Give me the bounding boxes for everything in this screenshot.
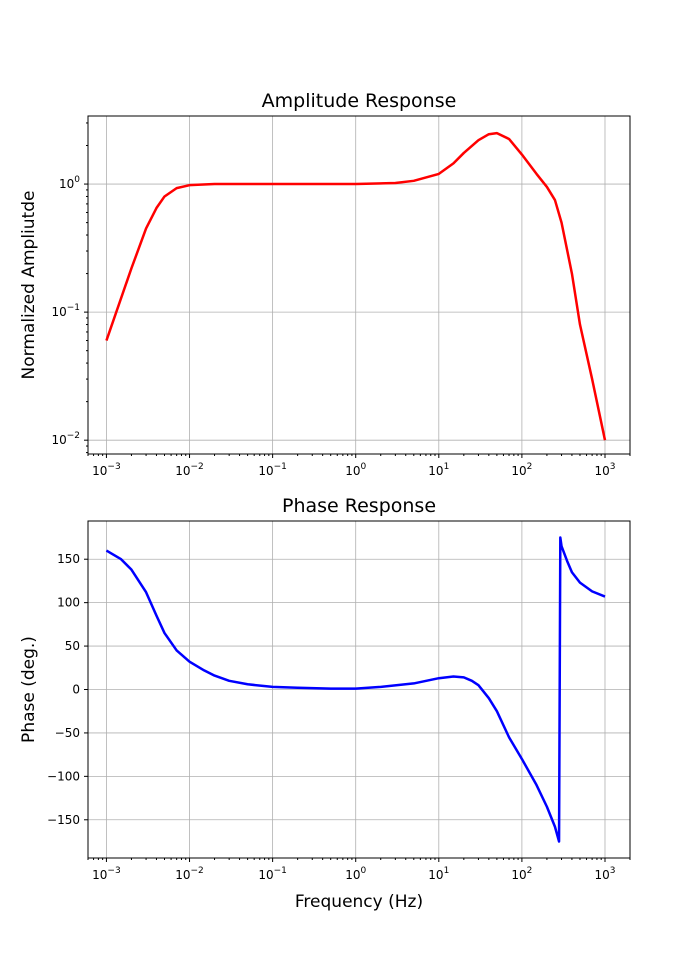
amplitude-y-ticks: 10−2 10−1 100 [51, 122, 88, 454]
phase-chart-title: Phase Response [282, 495, 436, 517]
phase-y-tick-label: 100 [57, 596, 80, 610]
phase-y-tick-label: −150 [47, 813, 80, 827]
amplitude-x-tick-label: 101 [428, 462, 449, 478]
phase-y-tick-label: 0 [72, 683, 80, 697]
phase-x-tick-label: 100 [345, 866, 366, 882]
amplitude-x-tick-label: 10−3 [92, 462, 121, 478]
amplitude-y-tick-label: 100 [59, 175, 80, 191]
amplitude-y-tick-label: 10−2 [51, 431, 80, 447]
amplitude-y-tick-label: 10−1 [51, 303, 80, 319]
amplitude-series-line [105, 131, 607, 441]
amplitude-x-tick-label: 10−2 [175, 462, 204, 478]
phase-x-axis-label: Frequency (Hz) [295, 892, 423, 912]
phase-x-tick-label: 10−3 [92, 866, 121, 882]
phase-y-tick-label: 150 [57, 552, 80, 566]
phase-y-tick-label: −100 [47, 769, 80, 783]
amplitude-x-ticks: 10−3 10−2 10−1 100 101 102 103 [87, 454, 631, 478]
amplitude-axes-frame [87, 115, 631, 455]
phase-y-ticks: 150 100 50 0 −50 −100 −150 [47, 552, 88, 827]
amplitude-x-tick-label: 103 [594, 462, 615, 478]
phase-x-tick-label: 102 [511, 866, 532, 882]
phase-x-tick-label: 10−1 [258, 866, 287, 882]
phase-panel: 10−3 10−2 10−1 100 101 102 103 150 100 50 0 −50 −100… [19, 495, 631, 912]
amplitude-gridlines [88, 116, 630, 454]
amplitude-x-tick-label: 10−1 [258, 462, 287, 478]
phase-x-tick-label: 103 [594, 866, 615, 882]
amplitude-chart-title: Amplitude Response [262, 90, 457, 112]
phase-y-tick-label: −50 [55, 726, 80, 740]
phase-series-line [105, 536, 606, 843]
phase-y-axis-label: Phase (deg.) [19, 636, 39, 743]
amplitude-x-tick-label: 102 [511, 462, 532, 478]
amplitude-panel: 10−3 10−2 10−1 100 101 102 103 10−2 10−1 100 Ampli… [19, 90, 631, 478]
phase-x-ticks: 10−3 10−2 10−1 100 101 102 103 [87, 858, 631, 882]
amplitude-y-axis-label: Normalized Ampliutde [19, 191, 39, 380]
amplitude-x-tick-label: 100 [345, 462, 366, 478]
phase-x-tick-label: 101 [428, 866, 449, 882]
phase-y-tick-label: 50 [65, 639, 80, 653]
phase-x-tick-label: 10−2 [175, 866, 204, 882]
